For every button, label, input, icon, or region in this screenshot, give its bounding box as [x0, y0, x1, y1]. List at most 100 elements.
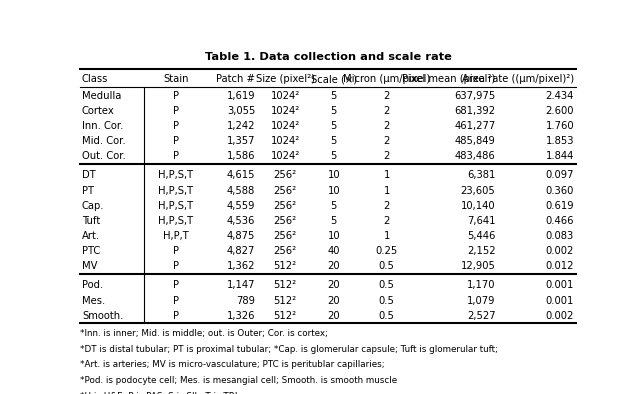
Text: PT: PT [82, 186, 94, 196]
Text: *Art. is arteries; MV is micro-vasculature; PTC is peritublar capillaries;: *Art. is arteries; MV is micro-vasculatu… [80, 361, 385, 369]
Text: 2.600: 2.600 [545, 106, 574, 116]
Text: P: P [173, 152, 179, 162]
Text: 5,446: 5,446 [467, 231, 495, 241]
Text: 2: 2 [383, 121, 390, 131]
Text: 20: 20 [328, 311, 340, 321]
Text: H,P,S,T: H,P,S,T [158, 171, 193, 180]
Text: 512²: 512² [273, 296, 297, 306]
Text: 5: 5 [330, 152, 337, 162]
Text: 2: 2 [383, 136, 390, 146]
Text: DT: DT [82, 171, 96, 180]
Text: Pixel mean (pixel²): Pixel mean (pixel²) [402, 74, 495, 84]
Text: Smooth.: Smooth. [82, 311, 124, 321]
Text: 1,242: 1,242 [227, 121, 255, 131]
Text: 5: 5 [330, 106, 337, 116]
Text: 5: 5 [330, 136, 337, 146]
Text: 0.083: 0.083 [546, 231, 574, 241]
Text: P: P [173, 136, 179, 146]
Text: 5: 5 [330, 216, 337, 226]
Text: 0.001: 0.001 [546, 281, 574, 290]
Text: 5: 5 [330, 201, 337, 211]
Text: Pod.: Pod. [82, 281, 103, 290]
Text: 0.5: 0.5 [379, 296, 394, 306]
Text: Tuft: Tuft [82, 216, 100, 226]
Text: 256²: 256² [273, 216, 297, 226]
Text: 512²: 512² [273, 281, 297, 290]
Text: Area rate ((μm/pixel)²): Area rate ((μm/pixel)²) [462, 74, 574, 84]
Text: 0.001: 0.001 [546, 296, 574, 306]
Text: Table 1. Data collection and scale rate: Table 1. Data collection and scale rate [205, 52, 451, 62]
Text: 10: 10 [328, 171, 340, 180]
Text: 0.012: 0.012 [545, 262, 574, 271]
Text: 256²: 256² [273, 246, 297, 256]
Text: 1,170: 1,170 [467, 281, 495, 290]
Text: Inn. Cor.: Inn. Cor. [82, 121, 124, 131]
Text: Medulla: Medulla [82, 91, 122, 101]
Text: 1024²: 1024² [271, 152, 300, 162]
Text: 1,357: 1,357 [227, 136, 255, 146]
Text: 5: 5 [330, 121, 337, 131]
Text: P: P [173, 262, 179, 271]
Text: 2: 2 [383, 91, 390, 101]
Text: Out. Cor.: Out. Cor. [82, 152, 125, 162]
Text: 637,975: 637,975 [454, 91, 495, 101]
Text: 5: 5 [330, 91, 337, 101]
Text: 256²: 256² [273, 171, 297, 180]
Text: 0.360: 0.360 [546, 186, 574, 196]
Text: 485,849: 485,849 [454, 136, 495, 146]
Text: P: P [173, 106, 179, 116]
Text: 1.760: 1.760 [545, 121, 574, 131]
Text: 4,559: 4,559 [227, 201, 255, 211]
Text: 2: 2 [383, 152, 390, 162]
Text: 512²: 512² [273, 262, 297, 271]
Text: 1,079: 1,079 [467, 296, 495, 306]
Text: Cortex: Cortex [82, 106, 115, 116]
Text: 20: 20 [328, 296, 340, 306]
Text: Micron (μm/pixel): Micron (μm/pixel) [343, 74, 430, 84]
Text: *Inn. is inner; Mid. is middle; out. is Outer; Cor. is cortex;: *Inn. is inner; Mid. is middle; out. is … [80, 329, 328, 338]
Text: Stain: Stain [163, 74, 189, 84]
Text: Patch #: Patch # [216, 74, 255, 84]
Text: 4,588: 4,588 [227, 186, 255, 196]
Text: 4,827: 4,827 [227, 246, 255, 256]
Text: 1,362: 1,362 [227, 262, 255, 271]
Text: 4,536: 4,536 [227, 216, 255, 226]
Text: 1024²: 1024² [271, 136, 300, 146]
Text: *DT is distal tubular; PT is proximal tubular; *Cap. is glomerular capsule; Tuft: *DT is distal tubular; PT is proximal tu… [80, 345, 498, 353]
Text: 10: 10 [328, 231, 340, 241]
Text: 0.5: 0.5 [379, 262, 394, 271]
Text: 20: 20 [328, 262, 340, 271]
Text: 2,527: 2,527 [467, 311, 495, 321]
Text: 1.853: 1.853 [545, 136, 574, 146]
Text: 1024²: 1024² [271, 121, 300, 131]
Text: 2: 2 [383, 106, 390, 116]
Text: H,P,S,T: H,P,S,T [158, 186, 193, 196]
Text: 0.097: 0.097 [545, 171, 574, 180]
Text: 256²: 256² [273, 231, 297, 241]
Text: 483,486: 483,486 [454, 152, 495, 162]
Text: 512²: 512² [273, 311, 297, 321]
Text: Cap.: Cap. [82, 201, 104, 211]
Text: Class: Class [82, 74, 108, 84]
Text: 10: 10 [328, 186, 340, 196]
Text: P: P [173, 281, 179, 290]
Text: 6,381: 6,381 [467, 171, 495, 180]
Text: 0.002: 0.002 [546, 311, 574, 321]
Text: P: P [173, 121, 179, 131]
Text: 4,615: 4,615 [227, 171, 255, 180]
Text: 4,875: 4,875 [227, 231, 255, 241]
Text: 2,152: 2,152 [467, 246, 495, 256]
Text: 1,586: 1,586 [227, 152, 255, 162]
Text: *Pod. is podocyte cell; Mes. is mesangial cell; Smooth. is smooth muscle: *Pod. is podocyte cell; Mes. is mesangia… [80, 376, 397, 385]
Text: 1024²: 1024² [271, 91, 300, 101]
Text: 256²: 256² [273, 201, 297, 211]
Text: P: P [173, 91, 179, 101]
Text: 1: 1 [383, 171, 390, 180]
Text: Mid. Cor.: Mid. Cor. [82, 136, 125, 146]
Text: H,P,S,T: H,P,S,T [158, 201, 193, 211]
Text: 23,605: 23,605 [461, 186, 495, 196]
Text: 0.619: 0.619 [545, 201, 574, 211]
Text: Scale (×): Scale (×) [310, 74, 356, 84]
Text: 789: 789 [236, 296, 255, 306]
Text: MV: MV [82, 262, 97, 271]
